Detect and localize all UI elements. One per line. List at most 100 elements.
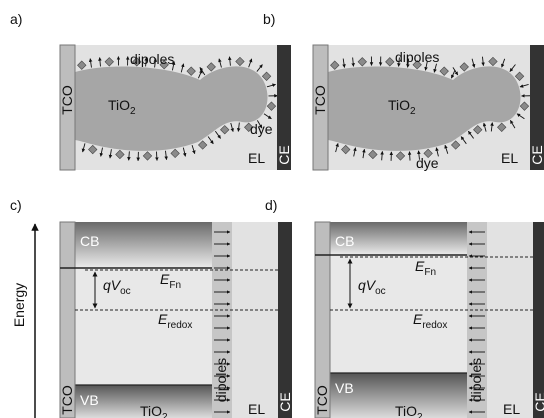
qvoc-label-main: qV <box>103 277 122 293</box>
dye-molecule <box>497 122 507 132</box>
dye-molecule <box>450 140 461 150</box>
dipole-arrow <box>236 122 241 132</box>
dipole-arrow <box>256 120 263 129</box>
el-label: EL <box>501 150 518 166</box>
dipole-arrow <box>481 56 485 67</box>
dipole-arrow <box>490 122 494 132</box>
panel-b: b) TCO CE dipoles TiO2 dye EL <box>263 11 544 171</box>
qvoc-label-main: qV <box>358 277 377 293</box>
tco-layer <box>59 44 76 171</box>
dye-molecule <box>142 151 153 161</box>
tio2-particles <box>75 66 268 151</box>
dipole-arrow <box>342 58 346 68</box>
qvoc-label-sub: oc <box>375 286 386 297</box>
dipole-arrow <box>155 151 159 161</box>
qvoc-label-sub: oc <box>120 286 131 297</box>
tio2-label: TiO2 <box>395 403 423 418</box>
counter-electrode <box>530 45 544 170</box>
qvoc-label: qVoc <box>358 277 386 297</box>
conduction-band <box>75 222 212 268</box>
dye-label: dye <box>416 155 439 171</box>
dipole-arrow <box>467 130 474 139</box>
dipole-arrow <box>191 145 196 155</box>
efn-label-sub: Fn <box>424 267 436 278</box>
tco-label: TCO <box>314 385 330 415</box>
dye-molecule <box>132 57 142 67</box>
dye-molecule <box>330 60 340 70</box>
dye-molecule <box>220 125 230 135</box>
panel-label: b) <box>263 11 275 27</box>
ce-label: CE <box>529 145 544 164</box>
qvoc-label: qVoc <box>103 277 131 297</box>
dipole-arrow <box>397 57 401 67</box>
tio2-label-sub: 2 <box>130 106 136 117</box>
cb-label: CB <box>335 233 354 249</box>
dipole-arrow <box>218 58 222 68</box>
ce-label: CE <box>276 145 292 164</box>
dye-molecule <box>115 149 125 160</box>
dipole-arrow <box>424 61 428 71</box>
energy-label: Energy <box>11 283 27 327</box>
tio2-label: TiO2 <box>108 97 136 117</box>
dipole-arrow <box>380 150 384 161</box>
tco-layer <box>312 44 329 171</box>
vb-label: VB <box>335 380 354 396</box>
valence-band <box>75 385 212 418</box>
dye-molecule <box>170 148 180 159</box>
dye-label: dye <box>250 121 273 137</box>
conduction-band <box>330 222 467 255</box>
dipole-arrow <box>460 136 467 145</box>
tio2-label-main: TiO <box>140 403 162 418</box>
dipole-arrow <box>108 149 113 159</box>
tio2-label-main: TiO <box>395 403 417 418</box>
dipoles-label: dipoles <box>213 358 229 402</box>
dye-molecule <box>197 140 208 150</box>
dipole-arrow <box>482 122 487 132</box>
tio2-label-sub: 2 <box>417 412 423 418</box>
dipole-arrow <box>199 67 206 76</box>
dye-molecule <box>385 57 395 67</box>
eredox-label-main: E <box>158 311 168 327</box>
dye-molecule <box>244 122 254 132</box>
dipole-arrow <box>230 122 234 133</box>
dipole-arrow <box>444 144 449 154</box>
dipole-arrow <box>509 64 516 72</box>
dye-molecule <box>423 148 433 159</box>
counter-electrode <box>277 45 291 170</box>
dipole-arrow <box>214 130 221 139</box>
panel-label: a) <box>10 11 22 27</box>
dipole-arrow <box>198 69 203 79</box>
dipole-arrow <box>452 67 459 76</box>
dipole-arrow <box>207 136 214 145</box>
cb-label: CB <box>80 233 99 249</box>
dipole-arrow <box>516 113 525 120</box>
dipole-arrow <box>471 58 476 68</box>
tco-label: TCO <box>59 385 75 415</box>
dye-molecule <box>341 144 351 155</box>
dipole-arrow <box>248 58 253 68</box>
dye-molecule <box>488 56 498 67</box>
eredox-label: Eredox <box>413 311 447 331</box>
tco-layer <box>59 221 76 418</box>
el-label: EL <box>503 401 520 417</box>
efn-label-main: E <box>160 271 170 287</box>
tio2-label: TiO2 <box>388 97 416 117</box>
eredox-label: Eredox <box>158 311 192 331</box>
dipole-arrow <box>519 83 529 88</box>
ce-label: CE <box>532 392 544 411</box>
tio2-label: TiO2 <box>140 403 168 418</box>
dipole-arrow <box>153 58 158 68</box>
electrolyte <box>232 222 278 418</box>
dipole-arrow <box>98 57 102 67</box>
counter-electrode <box>278 222 292 418</box>
dipole-arrow <box>263 113 272 120</box>
dye-molecule <box>439 66 449 76</box>
dipole-arrow <box>406 58 410 68</box>
dye-molecule <box>88 144 98 155</box>
dye-molecule <box>473 125 483 135</box>
dye-molecule <box>368 149 378 160</box>
dipole-arrow <box>182 147 187 157</box>
counter-electrode <box>533 222 544 418</box>
